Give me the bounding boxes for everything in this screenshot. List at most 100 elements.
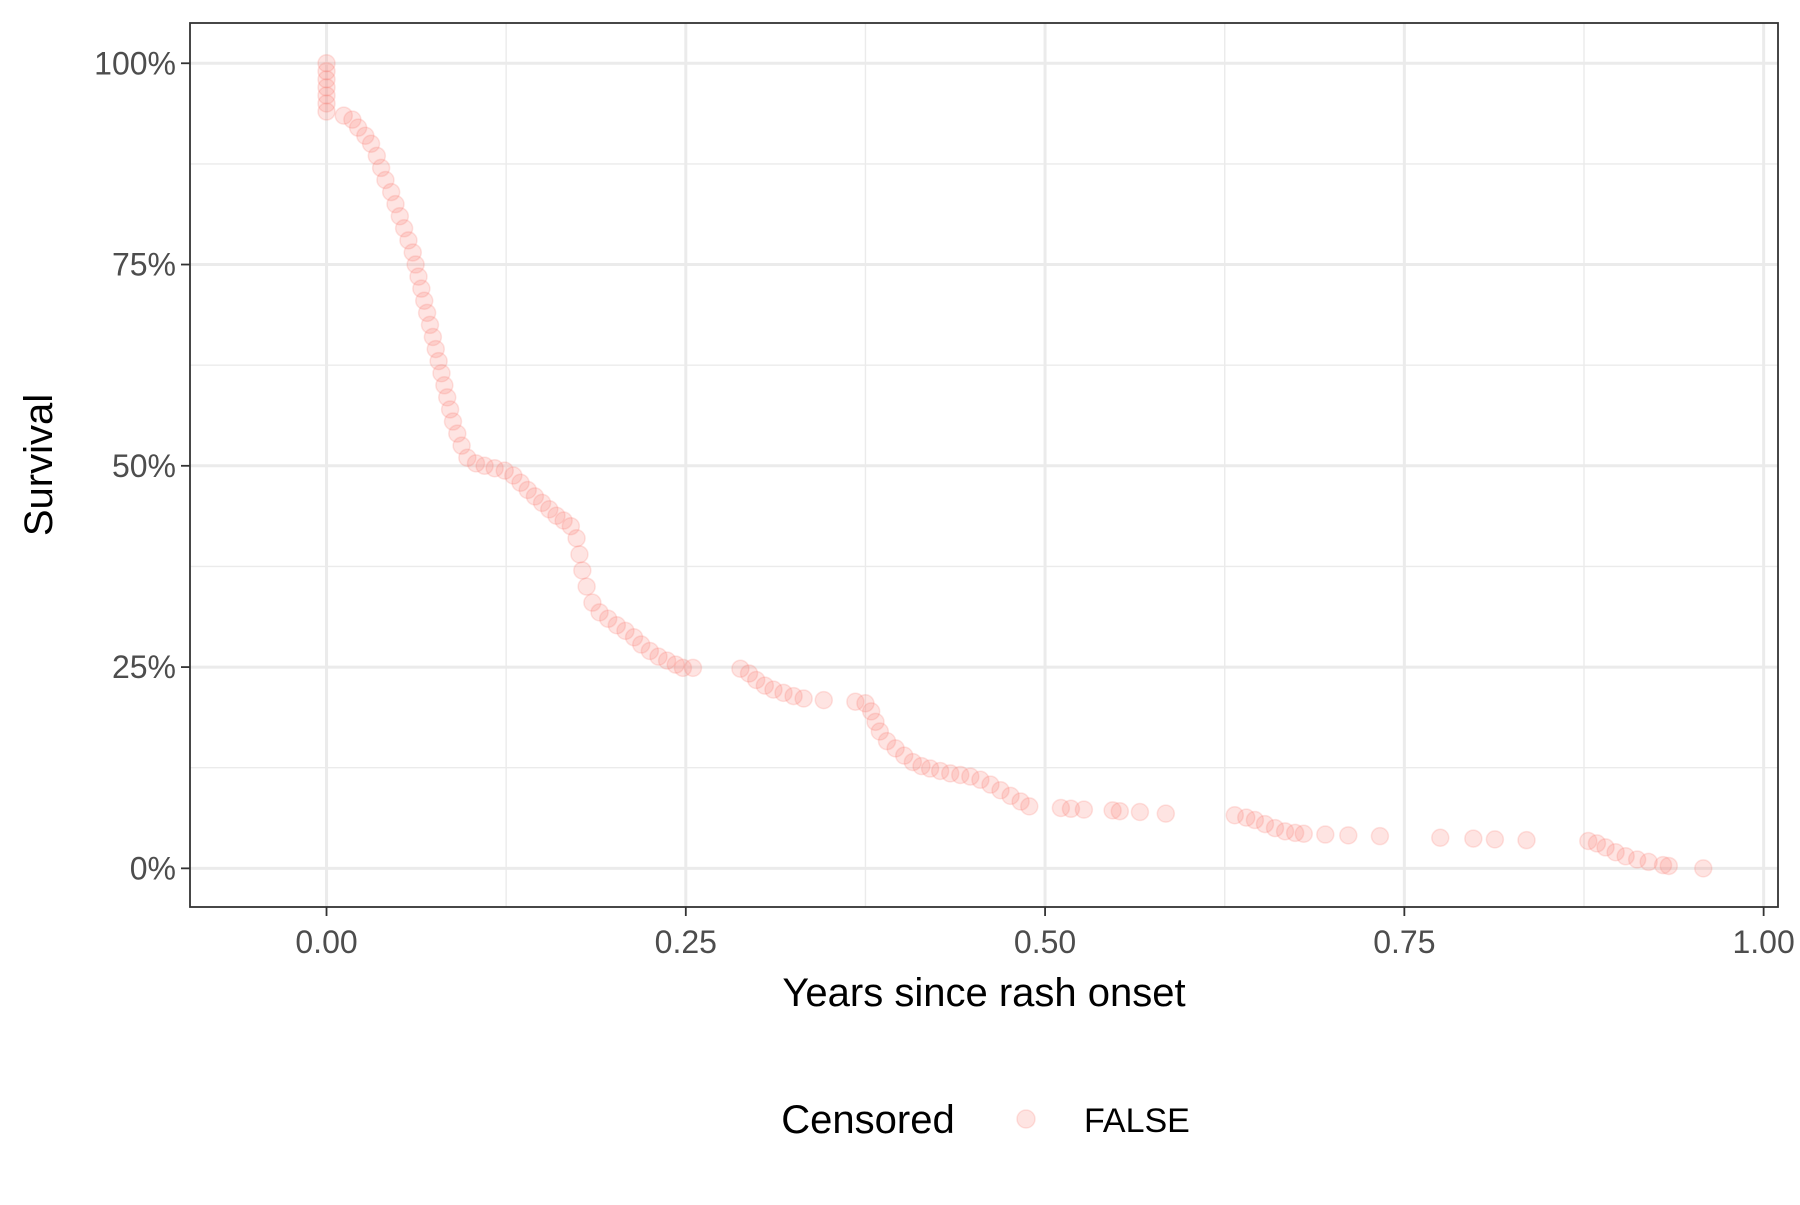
data-point: [348, 118, 368, 137]
data-point: [1616, 847, 1635, 866]
data-point: [317, 86, 336, 105]
data-point: [567, 529, 586, 548]
data-point: [1431, 828, 1450, 848]
data-point: [1587, 834, 1607, 853]
data-point: [1001, 786, 1020, 806]
data-point: [1237, 808, 1256, 827]
data-point: [376, 170, 395, 190]
x-tick-label: 0.75: [1373, 924, 1435, 960]
data-point: [1659, 856, 1679, 876]
data-point: [547, 506, 566, 525]
data-point: [886, 739, 905, 758]
data-point: [590, 603, 609, 622]
data-point: [1061, 799, 1081, 819]
data-point: [504, 466, 523, 485]
data-point: [912, 756, 931, 776]
data-point: [452, 436, 471, 455]
y-axis-title: Survival: [17, 394, 61, 536]
data-point: [616, 621, 635, 641]
x-tick-label: 0.25: [655, 924, 717, 960]
data-point: [1255, 814, 1275, 834]
data-point: [361, 134, 381, 154]
data-point: [417, 303, 437, 323]
data-point: [683, 658, 703, 678]
data-point: [846, 692, 865, 711]
data-point: [1011, 792, 1030, 811]
data-point: [1130, 802, 1150, 822]
y-tick-label: 0%: [130, 850, 176, 886]
data-point: [1020, 797, 1039, 816]
data-point: [1694, 859, 1713, 878]
data-point: [607, 615, 627, 635]
data-point: [540, 500, 559, 519]
data-point: [632, 635, 651, 654]
data-point: [485, 458, 504, 478]
data-point: [317, 70, 336, 89]
data-point: [1579, 831, 1598, 851]
data-point: [317, 62, 336, 81]
data-point: [448, 424, 467, 443]
y-tick-label: 25%: [112, 649, 176, 685]
data-point: [1245, 810, 1265, 830]
data-point: [1074, 800, 1094, 819]
data-point: [1464, 829, 1483, 848]
axes: 0.00 0.25 0.50 0.75 1.00 0% 25% 50% 75% 100%: [94, 45, 1795, 960]
data-point: [554, 511, 573, 530]
data-point: [317, 94, 336, 113]
data-point: [414, 291, 434, 311]
data-point: [1275, 822, 1295, 841]
data-point: [1339, 826, 1358, 845]
data-point: [381, 182, 401, 202]
y-tick-label: 75%: [112, 247, 176, 283]
data-point: [1316, 825, 1335, 844]
data-point: [1370, 826, 1390, 846]
data-point: [390, 206, 410, 226]
data-point: [1627, 850, 1647, 869]
data-point: [894, 746, 914, 765]
legend: Censored FALSE: [781, 1098, 1190, 1142]
data-point: [367, 146, 387, 166]
data-point: [432, 363, 451, 383]
data-point: [961, 767, 980, 786]
data-point: [774, 683, 793, 703]
data-point: [1051, 798, 1071, 818]
data-point: [317, 54, 336, 73]
data-point: [814, 690, 834, 710]
data-point: [870, 722, 890, 741]
data-point: [386, 194, 405, 214]
data-point: [1606, 843, 1625, 862]
data-point: [794, 689, 813, 708]
data-point: [666, 655, 685, 674]
data-point: [518, 480, 537, 500]
data-point: [371, 158, 391, 178]
data-point: [409, 267, 428, 286]
data-point: [399, 231, 418, 250]
data-point: [356, 126, 375, 145]
data-point: [466, 454, 486, 473]
data-point: [573, 561, 592, 580]
data-point: [583, 593, 602, 612]
data-point: [1517, 830, 1536, 850]
y-tick-label: 50%: [112, 448, 176, 484]
data-point: [951, 765, 970, 785]
data-point: [673, 658, 693, 678]
data-point: [1596, 838, 1615, 857]
data-point: [1103, 801, 1122, 820]
data-point: [920, 759, 940, 778]
data-point: [435, 376, 454, 395]
data-point: [856, 694, 875, 713]
data-point: [423, 327, 443, 347]
legend-title: Censored: [781, 1098, 954, 1142]
data-point: [861, 702, 881, 721]
data-point: [640, 641, 660, 661]
legend-label-false: FALSE: [1084, 1102, 1190, 1140]
data-point: [429, 351, 448, 371]
data-point: [532, 493, 552, 513]
data-point: [561, 516, 581, 536]
data-point: [495, 461, 514, 480]
data-point: [1639, 852, 1658, 872]
data-point: [458, 448, 477, 468]
